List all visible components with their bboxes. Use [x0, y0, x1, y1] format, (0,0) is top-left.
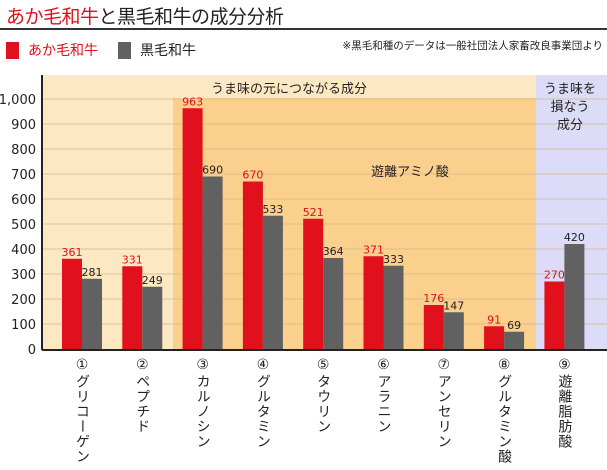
data-label: 270 [544, 269, 565, 282]
bar-aka [62, 258, 82, 349]
y-tick-label: 700 [11, 168, 36, 183]
x-tick-label: ⑥アラニン [375, 357, 392, 434]
y-tick-label: 1,000 [0, 93, 36, 108]
data-label: 69 [507, 319, 521, 332]
data-label: 371 [363, 243, 384, 256]
data-label: 420 [564, 231, 585, 244]
legend-swatch-gray [118, 41, 131, 59]
data-label: 690 [202, 164, 223, 177]
legend-label: 黒毛和牛 [140, 43, 196, 59]
y-tick-label: 300 [11, 268, 36, 283]
legend-item-kuro: 黒毛和牛 [118, 40, 196, 60]
y-tick-label: 0 [28, 343, 36, 358]
legend-label: あか毛和牛 [28, 43, 98, 59]
bar-kuro [564, 244, 585, 349]
bar-aka [303, 218, 324, 349]
data-label: 361 [62, 246, 83, 259]
data-label: 176 [423, 292, 444, 305]
source-note: ※黒毛和種のデータは一般社団法人家畜改良事業団より [342, 40, 603, 52]
region-label-free-amino-acid: 遊離アミノ酸 [371, 165, 449, 180]
title-divider [0, 28, 607, 30]
y-tick-label: 800 [11, 143, 36, 158]
y-tick-label: 500 [11, 218, 36, 233]
bar-kuro [323, 258, 344, 349]
region-label-umami-harm: 損なう [550, 100, 589, 115]
x-tick-label: ⑧グルタミン酸 [496, 357, 513, 464]
data-label: 521 [303, 206, 324, 219]
data-label: 281 [82, 266, 103, 279]
data-label: 670 [242, 169, 263, 182]
bar-kuro [82, 278, 102, 349]
data-label: 249 [142, 274, 163, 287]
bar-kuro [383, 265, 404, 349]
bar-aka [242, 181, 263, 349]
bar-aka [544, 281, 565, 349]
region-label-umami-harm: うま味を [544, 82, 596, 97]
bar-kuro [142, 286, 163, 349]
data-label: 963 [182, 95, 203, 108]
bar-aka [423, 305, 444, 349]
bar-aka [363, 256, 384, 349]
x-tick-label: ⑦アンセリン [435, 357, 452, 449]
y-tick-label: 400 [11, 243, 36, 258]
region-label-umami: うま味の元につながる成分 [211, 82, 367, 97]
x-tick-label: ⑤タウリン [315, 357, 332, 434]
x-tick-label: ⑨遊離脂肪酸 [556, 357, 573, 449]
y-tick-label: 100 [11, 318, 36, 333]
bar-kuro [202, 176, 223, 349]
bar-kuro [504, 331, 525, 349]
data-label: 533 [262, 203, 283, 216]
bar-aka [122, 266, 143, 349]
data-label: 364 [323, 245, 344, 258]
x-tick-label: ①グリコーゲン [74, 357, 90, 464]
x-tick-label: ③カルノシン [194, 357, 211, 449]
legend-swatch-red [6, 41, 19, 59]
bar-kuro [443, 312, 464, 349]
bar-kuro [262, 215, 283, 349]
x-tick-label: ②ペプチド [134, 357, 151, 434]
data-label: 147 [443, 299, 464, 312]
bar-aka [182, 108, 203, 349]
region-label-umami-harm: 成分 [557, 118, 583, 133]
x-tick-label: ④グルタミン [254, 357, 271, 449]
data-label: 331 [122, 253, 143, 266]
title-red-part: あか毛和牛 [6, 6, 99, 28]
page-title: あか毛和牛と黒毛和牛の成分分析 [6, 2, 284, 29]
data-label: 91 [487, 313, 501, 326]
title-black-part: と黒毛和牛の成分分析 [98, 6, 285, 28]
y-tick-label: 600 [11, 193, 36, 208]
bar-aka [484, 326, 505, 349]
y-tick-label: 200 [11, 293, 36, 308]
legend-item-aka: あか毛和牛 [6, 40, 98, 60]
y-tick-label: 900 [11, 118, 36, 133]
data-label: 333 [383, 253, 404, 266]
